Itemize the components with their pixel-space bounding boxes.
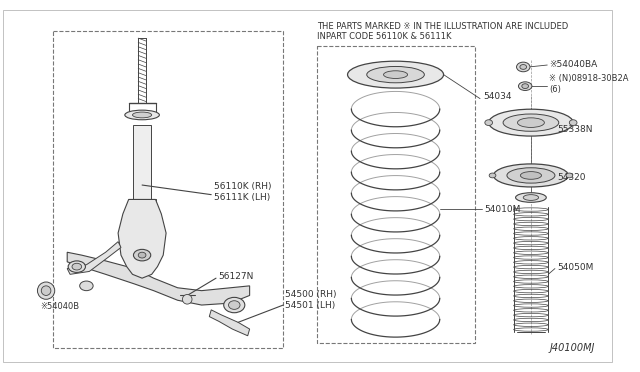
Ellipse shape	[503, 114, 559, 131]
Text: 54034: 54034	[483, 92, 511, 101]
Polygon shape	[118, 199, 166, 278]
Text: 55338N: 55338N	[557, 125, 593, 134]
Polygon shape	[67, 252, 250, 305]
Text: J40100MJ: J40100MJ	[550, 343, 595, 353]
Bar	[134, 125, 151, 219]
Text: ※54040B: ※54040B	[40, 302, 79, 311]
Bar	[317, 46, 476, 343]
Text: INPART CODE 56110K & 56111K: INPART CODE 56110K & 56111K	[317, 32, 451, 41]
Text: 54010M: 54010M	[484, 205, 520, 214]
Ellipse shape	[518, 118, 545, 128]
Ellipse shape	[383, 71, 408, 78]
Bar	[53, 31, 284, 348]
Circle shape	[38, 282, 55, 299]
Ellipse shape	[507, 168, 555, 183]
Ellipse shape	[138, 252, 146, 258]
Ellipse shape	[570, 120, 577, 125]
Ellipse shape	[489, 173, 496, 178]
Ellipse shape	[516, 193, 547, 202]
Ellipse shape	[520, 171, 541, 179]
Text: 54050M: 54050M	[557, 263, 593, 272]
Text: THE PARTS MARKED ※ IN THE ILLUSTRATION ARE INCLUDED: THE PARTS MARKED ※ IN THE ILLUSTRATION A…	[317, 22, 568, 31]
Ellipse shape	[72, 263, 82, 270]
Ellipse shape	[518, 82, 532, 90]
Ellipse shape	[68, 261, 86, 272]
Circle shape	[182, 295, 192, 304]
Bar	[129, 199, 156, 262]
Ellipse shape	[224, 297, 245, 313]
Ellipse shape	[566, 173, 573, 178]
Ellipse shape	[367, 67, 424, 83]
Ellipse shape	[493, 164, 568, 187]
Text: 54320: 54320	[557, 173, 586, 182]
Text: 56127N: 56127N	[218, 272, 253, 281]
Ellipse shape	[485, 120, 493, 125]
Text: 54500 (RH)
54501 (LH): 54500 (RH) 54501 (LH)	[285, 290, 337, 310]
Ellipse shape	[125, 110, 159, 120]
Ellipse shape	[134, 249, 151, 261]
Text: ※ (N)08918-30B2A
(6): ※ (N)08918-30B2A (6)	[549, 74, 628, 94]
Ellipse shape	[132, 112, 152, 118]
Ellipse shape	[516, 62, 530, 72]
Text: 56110K (RH)
56111K (LH): 56110K (RH) 56111K (LH)	[214, 182, 271, 202]
Circle shape	[42, 286, 51, 295]
Ellipse shape	[522, 84, 529, 89]
Text: ※54040BA: ※54040BA	[549, 60, 597, 68]
Polygon shape	[209, 310, 250, 336]
Ellipse shape	[348, 61, 444, 88]
Ellipse shape	[520, 65, 527, 69]
Ellipse shape	[524, 195, 539, 201]
Ellipse shape	[228, 301, 240, 310]
Ellipse shape	[489, 109, 573, 136]
Polygon shape	[67, 242, 121, 274]
Ellipse shape	[80, 281, 93, 291]
